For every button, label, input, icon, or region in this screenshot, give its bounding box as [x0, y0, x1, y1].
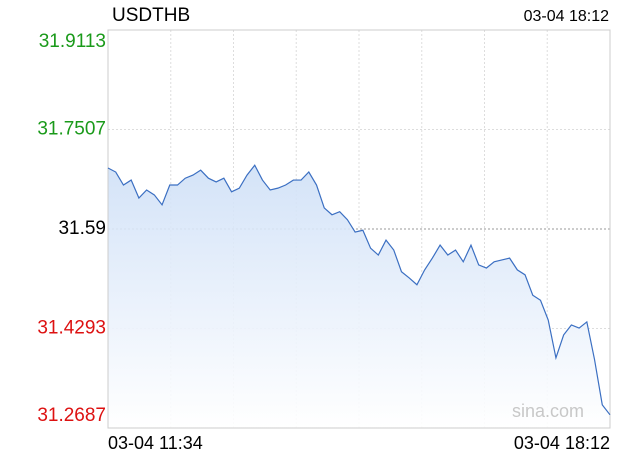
y-tick-label: 31.4293 [37, 318, 106, 339]
x-tick-label: 03-04 18:12 [514, 433, 610, 453]
y-tick-label: 31.59 [58, 218, 106, 239]
line [107, 164, 611, 416]
chart-title: USDTHB [112, 5, 190, 26]
update-time: 03-04 18:12 [524, 8, 610, 25]
y-tick-label: 31.9113 [39, 31, 106, 52]
watermark: sina.com [512, 401, 584, 421]
y-tick-label: 31.2687 [37, 405, 106, 426]
area [108, 165, 610, 428]
plot-frame [107, 29, 611, 429]
x-tick-label: 03-04 11:34 [108, 433, 203, 453]
y-tick-label: 31.7507 [37, 118, 106, 139]
